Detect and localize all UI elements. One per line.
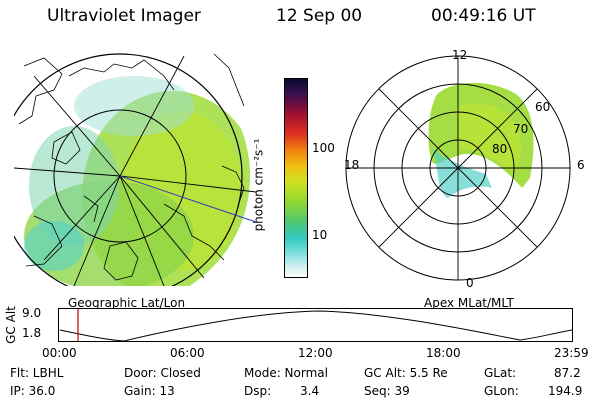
mlt-label-18: 18 <box>344 158 360 172</box>
time-tick-0000: 00:00 <box>42 346 77 360</box>
instrument-title: Ultraviolet Imager <box>47 6 201 26</box>
mlat-label-70: 70 <box>513 122 529 136</box>
time-tick-1200: 12:00 <box>298 346 333 360</box>
mlt-label-6: 6 <box>577 158 585 172</box>
mlt-label-0: 0 <box>466 276 474 290</box>
right-panel-caption: Apex MLat/MLT <box>424 296 514 310</box>
gc-alt-label: GC Alt: 5.5 Re <box>364 366 448 380</box>
altitude-plot <box>58 308 573 342</box>
time-tick-2359: 23:59 <box>554 346 589 360</box>
left-panel-caption: Geographic Lat/Lon <box>68 296 186 310</box>
mlat-label-80: 80 <box>492 142 508 156</box>
colorbar-tick-100: 100 <box>312 141 335 155</box>
filter-label: Flt: LBHL <box>10 366 64 380</box>
time-label: 00:49:16 UT <box>431 6 536 26</box>
mode-label: Mode: Normal <box>244 366 328 380</box>
time-tick-0600: 06:00 <box>170 346 205 360</box>
door-label: Door: Closed <box>124 366 201 380</box>
glat-label: GLat: <box>484 366 517 380</box>
glon-label: GLon: <box>484 384 519 398</box>
date-label: 12 Sep 00 <box>276 6 363 26</box>
ip-label: IP: 36.0 <box>10 384 56 398</box>
seq-label: Seq: 39 <box>364 384 410 398</box>
glat-value: 87.2 <box>554 366 581 380</box>
time-tick-1800: 18:00 <box>426 346 461 360</box>
polar-auroral-image <box>428 82 534 198</box>
mlat-label-60: 60 <box>535 100 551 114</box>
altitude-ytick-high: 9.0 <box>22 306 42 320</box>
colorbar <box>284 78 308 278</box>
dsp-value: 3.4 <box>300 384 320 398</box>
colorbar-tick-10: 10 <box>312 228 328 242</box>
colorbar-label: photon cm⁻²s⁻¹ <box>251 138 266 232</box>
altitude-ytick-low: 1.8 <box>22 326 42 340</box>
dsp-label: Dsp: <box>244 384 272 398</box>
glon-value: 194.9 <box>548 384 583 398</box>
polar-mlat-mlt-panel <box>345 55 571 281</box>
auroral-image <box>14 46 250 286</box>
geographic-map-panel <box>14 46 256 286</box>
gain-label: Gain: 13 <box>124 384 175 398</box>
altitude-ylabel: GC Alt <box>3 306 18 344</box>
mlt-label-12: 12 <box>452 48 468 62</box>
